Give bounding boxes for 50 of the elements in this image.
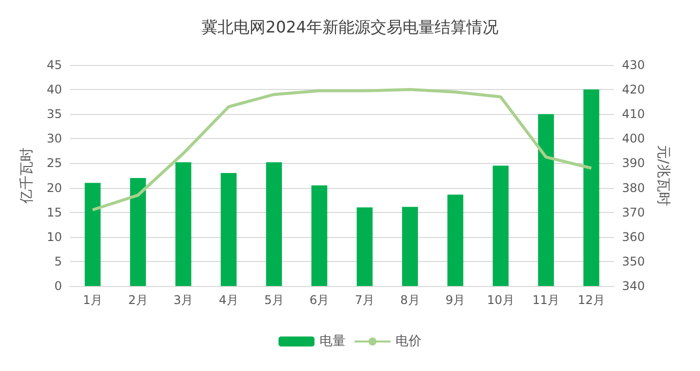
y-tick-label: 35 [46, 107, 62, 122]
x-tick-label: 4月 [218, 293, 238, 307]
bar [538, 114, 554, 286]
y-tick-label: 25 [46, 156, 62, 170]
x-tick-label: 12月 [578, 293, 605, 307]
legend-label: 电量 [320, 334, 346, 349]
bar [220, 173, 237, 286]
x-tick-label: 10月 [487, 293, 514, 307]
y-axis-title: 亿千瓦时 [19, 148, 35, 204]
bar [447, 194, 464, 286]
bar [402, 206, 418, 286]
x-tick-label: 1月 [82, 293, 102, 307]
y-tick-label: 30 [46, 132, 62, 146]
bar [583, 90, 600, 286]
y-tick-label: 20 [46, 180, 62, 195]
bar [356, 207, 373, 286]
line-series [91, 88, 593, 212]
bar [311, 185, 328, 286]
x-tick-label: 8月 [400, 293, 420, 307]
bar [175, 162, 192, 286]
y-tick-label: 45 [46, 58, 62, 72]
x-tick-label: 9月 [446, 293, 466, 307]
x-tick-label: 11月 [532, 293, 560, 307]
y-tick-label: 15 [46, 205, 62, 220]
y-tick-label: 5 [54, 254, 62, 268]
y2-tick-label: 340 [622, 279, 645, 293]
x-tick-label: 3月 [174, 293, 194, 307]
y-tick-label: 40 [46, 82, 62, 97]
y2-tick-label: 390 [622, 156, 645, 170]
bar [84, 182, 101, 286]
bar [266, 162, 282, 286]
y-tick-label: 10 [46, 230, 62, 244]
legend-label: 电价 [396, 334, 422, 349]
y2-tick-label: 350 [622, 254, 645, 268]
y2-tick-label: 370 [622, 205, 645, 220]
y2-axis-title: 元/兆瓦时 [654, 145, 671, 206]
x-tick-label: 7月 [354, 293, 374, 307]
y2-tick-label: 410 [622, 107, 645, 122]
y2-tick-label: 380 [622, 180, 645, 195]
x-tick-label: 2月 [128, 293, 148, 307]
y2-tick-label: 430 [622, 58, 645, 72]
y2-tick-label: 420 [622, 82, 645, 97]
y2-tick-label: 400 [622, 132, 645, 146]
bar [130, 178, 146, 286]
x-tick-label: 6月 [310, 293, 330, 307]
x-tick-label: 5月 [264, 293, 284, 307]
bar [492, 166, 509, 286]
y2-tick-label: 360 [622, 230, 645, 244]
chart-title: 冀北电网2024年新能源交易电量结算情况 [202, 18, 498, 36]
y-tick-label: 0 [54, 279, 62, 293]
